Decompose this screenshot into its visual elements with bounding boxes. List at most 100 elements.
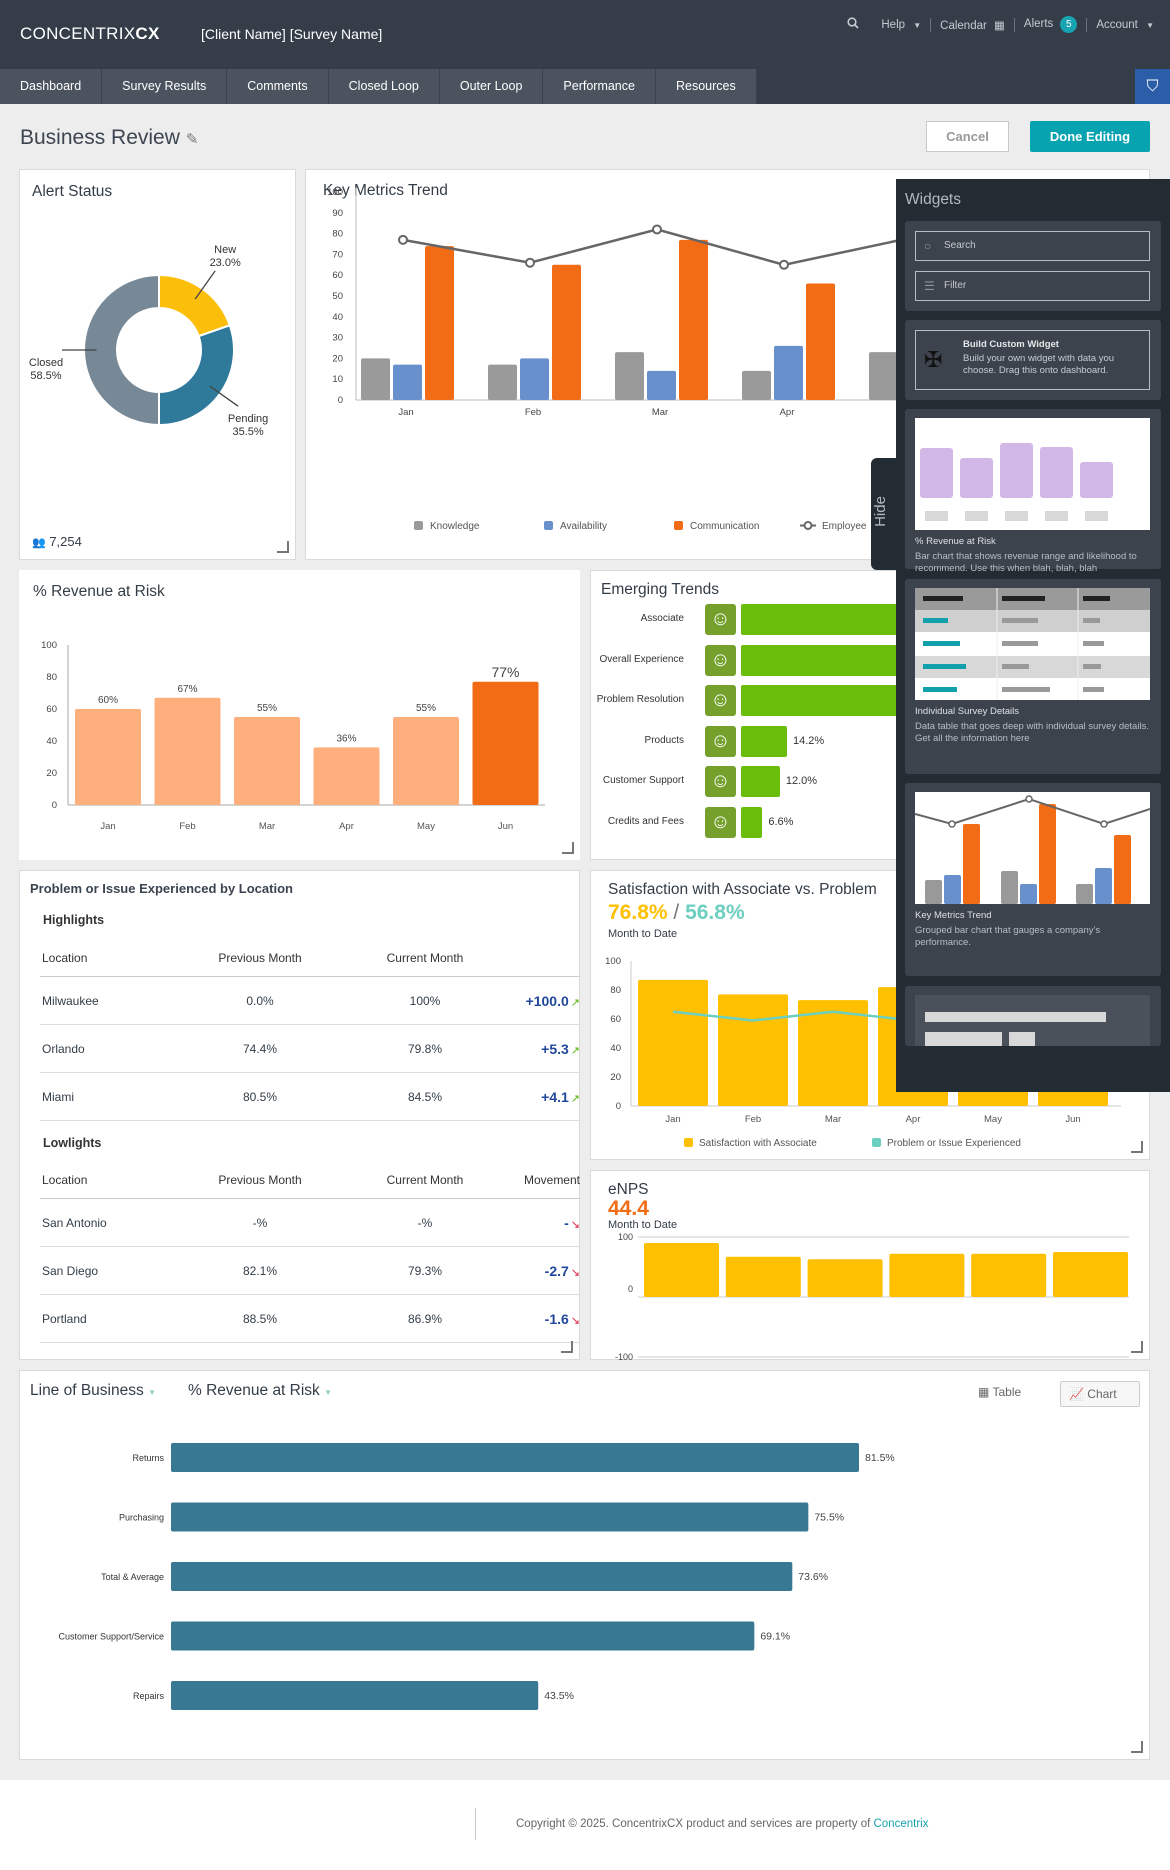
table-row: Milwaukee 0.0% 100% +100.0 ↗	[40, 977, 580, 1025]
tab-resources[interactable]: Resources	[655, 69, 757, 104]
filter-button[interactable]: ⛉	[1135, 69, 1170, 104]
widget-item-survey-details[interactable]: Individual Survey Details Data table tha…	[905, 579, 1161, 774]
respondent-count: 👥 7,254	[32, 534, 82, 549]
revenue-risk-widget[interactable]: % Revenue at Risk 0 20 40 60 80 100 60% Jan 67% F…	[19, 570, 580, 860]
bar	[171, 1681, 539, 1710]
line-point	[779, 259, 789, 270]
table-icon: ▦	[978, 1385, 990, 1399]
search-icon[interactable]	[847, 17, 860, 32]
location-cell: Miami	[42, 1089, 74, 1104]
bar	[393, 717, 459, 805]
slice-value: 23.0%	[210, 257, 241, 269]
trend-row: Products ☺ 14.2%	[591, 725, 1151, 758]
trend-bar	[741, 806, 763, 838]
y-tick: 50	[332, 291, 343, 302]
bar	[472, 681, 539, 805]
movement-value: +100.0	[525, 992, 569, 1009]
tab-comments[interactable]: Comments	[227, 69, 329, 104]
bar	[171, 1502, 809, 1532]
category-label: Repairs	[133, 1691, 165, 1701]
logo[interactable]: CONCENTRIXCX	[20, 24, 160, 44]
done-editing-button[interactable]: Done Editing	[1030, 121, 1150, 152]
filter-icon: ⛉	[1146, 78, 1159, 95]
y-tick: 0	[52, 800, 57, 811]
table-view-button[interactable]: ▦ Table	[978, 1385, 1021, 1399]
build-custom-widget[interactable]: ✠ Build Custom Widget Build your own wid…	[905, 320, 1161, 400]
line-chart-icon: 📈	[1069, 1387, 1084, 1401]
smiley-icon: ☺	[705, 685, 736, 716]
survey-table-thumbnail	[915, 588, 1150, 700]
resize-handle[interactable]	[561, 1341, 573, 1353]
placeholder-bar	[925, 1032, 1002, 1046]
widget-title: % Revenue at Risk	[33, 583, 165, 600]
widget-item-key-metrics[interactable]: Key Metrics Trend Grouped bar chart that…	[905, 783, 1161, 976]
widget-search-input[interactable]: ○ Search	[915, 231, 1150, 261]
trend-label: Customer Support	[602, 775, 684, 786]
concentrix-link[interactable]: Concentrix	[873, 1818, 929, 1830]
account-menu[interactable]: Account ▼	[1096, 19, 1154, 31]
line-of-business-widget[interactable]: Line of Business ▼ % Revenue at Risk ▼ ▦…	[19, 1370, 1150, 1760]
bar	[725, 1256, 801, 1297]
resize-handle[interactable]	[1131, 1341, 1143, 1353]
widget-item-partial[interactable]	[905, 986, 1161, 1046]
tab-survey-results[interactable]: Survey Results	[102, 69, 228, 104]
line-point	[398, 234, 408, 245]
thumb-cell	[1002, 664, 1029, 669]
trend-down-icon: ↘	[570, 1314, 580, 1327]
tab-performance[interactable]: Performance	[543, 69, 656, 104]
cancel-button[interactable]: Cancel	[926, 121, 1009, 152]
thumb-label	[1005, 511, 1028, 521]
resize-handle[interactable]	[1131, 1141, 1143, 1153]
lob-dropdown[interactable]: Line of Business ▼	[30, 1382, 156, 1400]
widget-title: Emerging Trends	[601, 581, 720, 598]
main-tabs: Dashboard Survey Results Comments Closed…	[0, 69, 1170, 104]
thumb-point	[948, 820, 956, 828]
search-filter-box: ○ Search ☰ Filter	[905, 221, 1161, 311]
logo-text: CONCENTRIX	[20, 24, 136, 43]
enps-chart: -1000100JanFebMarAprMayJun	[615, 1232, 1129, 1361]
thumb-row	[915, 656, 1150, 678]
resize-handle[interactable]	[277, 541, 289, 553]
calendar-link[interactable]: Calendar ▦	[940, 18, 1005, 32]
legend-label: Communication	[690, 521, 759, 532]
widget-item-revenue-risk[interactable]: % Revenue at Risk Bar chart that shows r…	[905, 409, 1161, 574]
help-menu[interactable]: Help ▼	[881, 19, 921, 31]
alert-status-widget[interactable]: Alert Status New 23.0% Pending 35.5% Closed 5…	[19, 169, 296, 560]
bar	[742, 370, 771, 400]
bar	[154, 697, 221, 805]
leader-line	[194, 270, 216, 300]
bar	[361, 358, 390, 400]
thumb-cell	[1002, 641, 1038, 646]
resize-handle[interactable]	[1131, 1741, 1143, 1753]
trend-up-icon: ↗	[570, 996, 580, 1009]
resize-handle[interactable]	[562, 842, 574, 854]
data-label: 75.5%	[814, 1512, 844, 1524]
column-header: Current Month	[386, 1172, 464, 1187]
alerts-link[interactable]: Alerts 5	[1024, 16, 1078, 33]
trend-down-icon: ↘	[570, 1218, 580, 1231]
enps-value: 44.4	[608, 1197, 649, 1220]
location-widget[interactable]: Problem or Issue Experienced by Location…	[19, 870, 580, 1360]
smiley-icon: ☺	[705, 806, 736, 838]
trend-down-icon: ↘	[570, 1266, 580, 1279]
leader-line	[209, 385, 239, 407]
tab-outer-loop[interactable]: Outer Loop	[439, 69, 544, 104]
thumb-bar	[1000, 443, 1033, 498]
metric-dropdown[interactable]: % Revenue at Risk ▼	[188, 1382, 332, 1400]
y-tick: 0	[628, 1284, 633, 1294]
thumb-bar	[944, 875, 961, 904]
tab-dashboard[interactable]: Dashboard	[0, 69, 103, 104]
chart-view-button[interactable]: 📈 Chart	[1060, 1381, 1140, 1407]
widget-filter-input[interactable]: ☰ Filter	[915, 271, 1150, 301]
hide-panel-tab[interactable]: Hide	[871, 458, 899, 570]
widget-title: Problem or Issue Experienced by Location	[30, 881, 293, 896]
x-tick: Jun	[1065, 1114, 1080, 1125]
chart-label: Chart	[1087, 1387, 1117, 1401]
pencil-icon[interactable]: ✎	[185, 131, 199, 148]
top-bar: CONCENTRIXCX [Client Name] [Survey Name]…	[0, 0, 1170, 69]
enps-widget[interactable]: eNPS 44.4 Month to Date -1000100JanFebMa…	[590, 1170, 1150, 1361]
data-label: 55%	[416, 703, 436, 714]
divider	[930, 17, 932, 32]
bar	[75, 709, 141, 805]
tab-closed-loop[interactable]: Closed Loop	[328, 69, 440, 104]
